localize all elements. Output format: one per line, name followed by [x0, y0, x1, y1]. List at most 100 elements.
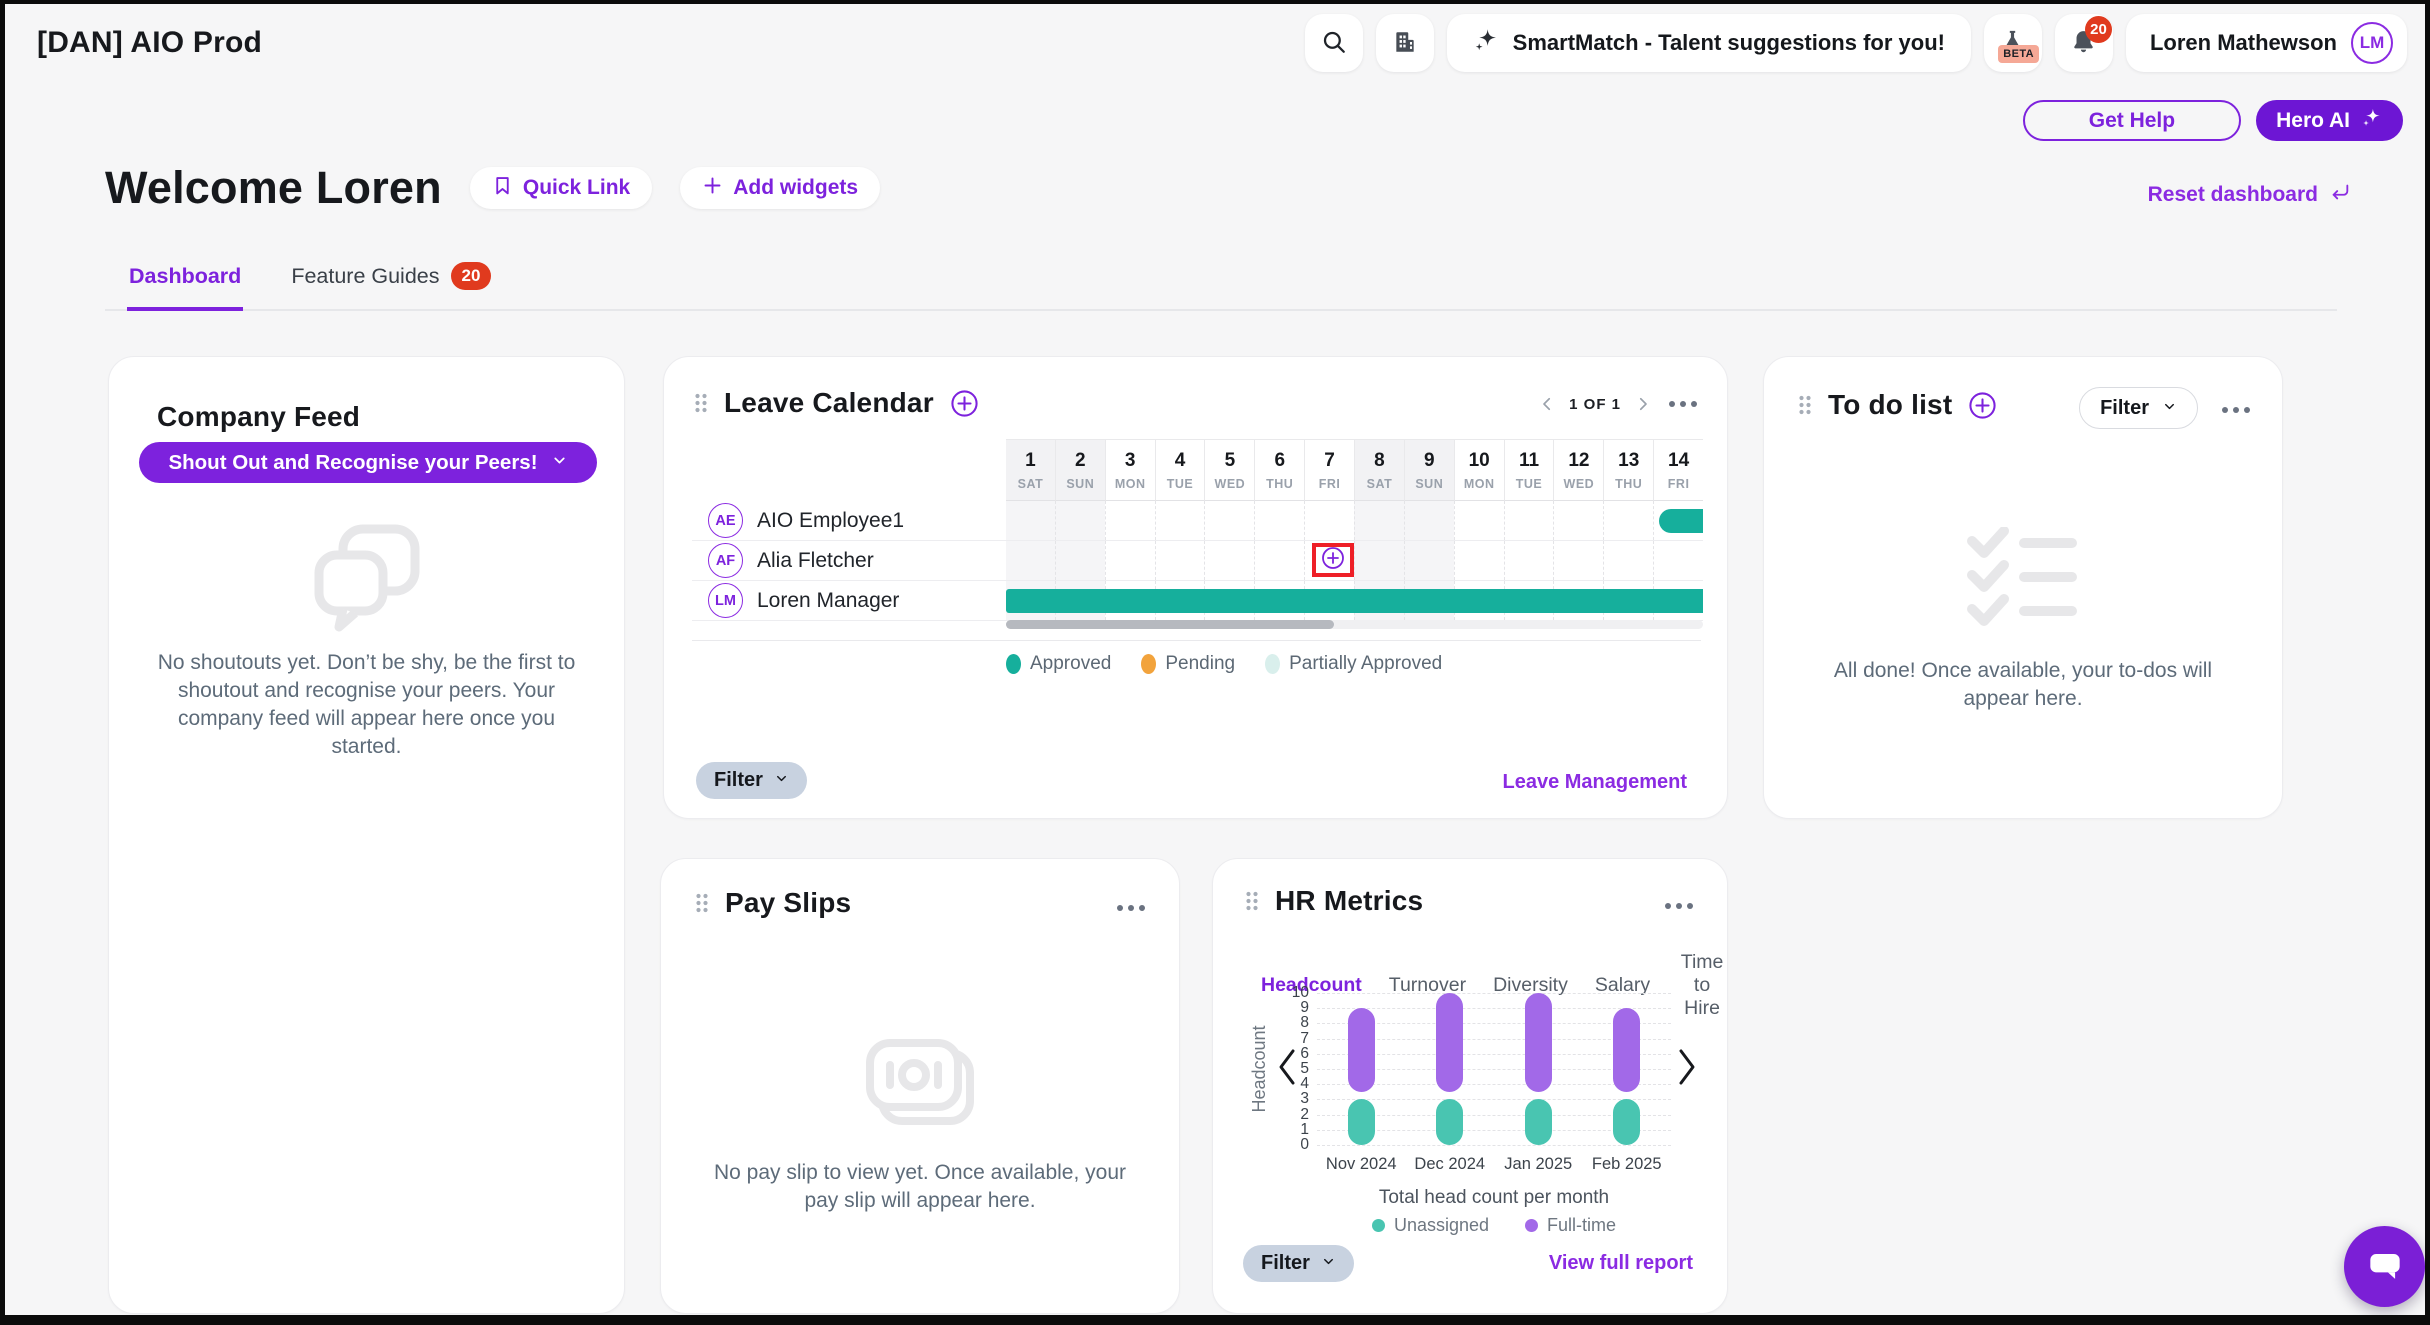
- calendar-cell[interactable]: [1304, 541, 1354, 580]
- chat-launcher-button[interactable]: [2344, 1226, 2425, 1307]
- day-number: 4: [1174, 449, 1186, 471]
- user-avatar: LM: [2351, 22, 2393, 64]
- calendar-cell[interactable]: [1603, 501, 1653, 540]
- quick-link-button[interactable]: Quick Link: [469, 167, 653, 209]
- widget-menu-icon[interactable]: [1665, 397, 1701, 411]
- sparkle-icon: [1473, 27, 1500, 60]
- view-full-report-link[interactable]: View full report: [1543, 1251, 1699, 1276]
- widget-menu-icon[interactable]: [1113, 901, 1149, 915]
- calendar-cell[interactable]: [1104, 541, 1155, 580]
- calendar-cell[interactable]: [1054, 541, 1105, 580]
- chart-legend: Unassigned Full-time: [1317, 1215, 1671, 1236]
- todo-filter-button[interactable]: Filter: [2079, 387, 2198, 429]
- calendar-cell[interactable]: [1603, 541, 1653, 580]
- get-help-button[interactable]: Get Help: [2022, 100, 2242, 141]
- notifications-button[interactable]: 20: [2054, 14, 2113, 72]
- leave-filter-button[interactable]: Filter: [696, 762, 807, 799]
- quick-link-label: Quick Link: [522, 176, 631, 199]
- calendar-cell[interactable]: [1006, 541, 1055, 580]
- calendar-cell[interactable]: [1204, 501, 1254, 540]
- calendar-cell[interactable]: [1453, 541, 1504, 580]
- search-icon: [1321, 29, 1347, 58]
- calendar-cell[interactable]: [1254, 501, 1304, 540]
- smartmatch-label: SmartMatch - Talent suggestions for you!: [1512, 30, 1945, 55]
- chart-y-tick: 9: [1300, 999, 1309, 1017]
- beta-labs-button[interactable]: BETA: [1983, 14, 2042, 72]
- add-leave-button[interactable]: [1311, 543, 1354, 577]
- calendar-cell[interactable]: [1354, 501, 1404, 540]
- tab-dashboard[interactable]: Dashboard: [127, 256, 244, 311]
- tab-dashboard-label: Dashboard: [129, 263, 242, 288]
- hero-ai-button[interactable]: Hero AI: [2256, 100, 2403, 141]
- chart-gridline: [1317, 1099, 1671, 1101]
- prev-page-icon[interactable]: [1538, 395, 1556, 413]
- calendar-cell[interactable]: [1054, 501, 1105, 540]
- drag-handle-icon[interactable]: [694, 392, 708, 414]
- calendar-cell[interactable]: [1304, 501, 1354, 540]
- org-directory-button[interactable]: [1375, 14, 1434, 72]
- profile-button[interactable]: Loren Mathewson LM: [2125, 14, 2407, 72]
- add-widgets-button[interactable]: Add widgets: [680, 167, 881, 209]
- hr-tab-turnover[interactable]: Turnover: [1389, 951, 1466, 1020]
- widget-menu-icon[interactable]: [2218, 403, 2254, 417]
- welcome-row: Welcome Loren Quick Link Add widgets: [105, 162, 881, 214]
- calendar-day-header: 7 FRI: [1304, 439, 1355, 501]
- drag-handle-icon[interactable]: [695, 892, 709, 914]
- app-title: [DAN] AIO Prod: [37, 26, 263, 59]
- calendar-day-header: 13 THU: [1603, 439, 1654, 501]
- chat-bubble-icon: [2363, 1243, 2407, 1290]
- scrollbar-thumb[interactable]: [1006, 620, 1334, 629]
- todo-empty-text: All done! Once available, your to-dos wi…: [1833, 659, 2213, 710]
- calendar-cell[interactable]: [1653, 541, 1703, 580]
- calendar-cell[interactable]: [1254, 541, 1304, 580]
- hr-tab-time-to-hire[interactable]: Time to Hire: [1677, 951, 1727, 1020]
- leave-bar[interactable]: [1006, 588, 1703, 613]
- calendar-cell[interactable]: [1154, 501, 1205, 540]
- calendar-cell[interactable]: [1553, 541, 1603, 580]
- calendar-cell[interactable]: [1403, 541, 1454, 580]
- chart-x-tick: Dec 2024: [1414, 1155, 1486, 1173]
- calendar-cell[interactable]: [1154, 541, 1205, 580]
- calendar-cell[interactable]: [1453, 501, 1504, 540]
- calendar-day-header: 5 WED: [1204, 439, 1255, 501]
- calendar-cell[interactable]: [1104, 501, 1155, 540]
- tab-feature-guides-label: Feature Guides: [291, 263, 440, 288]
- chart-y-tick: 3: [1300, 1090, 1309, 1108]
- leave-management-link[interactable]: Leave Management: [1496, 770, 1693, 795]
- next-page-icon[interactable]: [1634, 395, 1652, 413]
- chart-prev-icon[interactable]: [1275, 1047, 1299, 1087]
- chart-next-icon[interactable]: [1675, 1047, 1699, 1087]
- calendar-cell[interactable]: [1553, 501, 1603, 540]
- chevron-down-icon: [774, 769, 789, 792]
- calendar-cell[interactable]: [1204, 541, 1254, 580]
- hr-tab-headcount[interactable]: Headcount: [1261, 951, 1362, 1020]
- smartmatch-button[interactable]: SmartMatch - Talent suggestions for you!: [1446, 14, 1971, 72]
- todo-widget: To do list Filter All done! Once availab…: [1763, 356, 2283, 819]
- shoutout-button[interactable]: Shout Out and Recognise your Peers!: [139, 442, 597, 483]
- search-button[interactable]: [1304, 14, 1363, 72]
- hr-filter-button[interactable]: Filter: [1243, 1245, 1354, 1282]
- calendar-cell[interactable]: [1403, 501, 1454, 540]
- calendar-cell[interactable]: [1354, 541, 1404, 580]
- reset-dashboard-link[interactable]: Reset dashboard: [2142, 180, 2357, 210]
- legend-item: Approved: [1006, 653, 1111, 675]
- calendar-cell[interactable]: [1006, 501, 1055, 540]
- calendar-cell[interactable]: [1503, 541, 1554, 580]
- page-indicator: 1 OF 1: [1569, 395, 1621, 413]
- drag-handle-icon[interactable]: [1798, 394, 1812, 416]
- leave-legend: Approved Pending Partially Approved: [1006, 653, 1442, 675]
- drag-handle-icon[interactable]: [1245, 890, 1259, 912]
- widget-menu-icon[interactable]: [1661, 899, 1697, 913]
- chart-y-tick: 10: [1291, 984, 1309, 1001]
- tab-feature-guides[interactable]: Feature Guides 20: [289, 256, 493, 311]
- calendar-cell[interactable]: [1653, 501, 1703, 540]
- add-todo-icon[interactable]: [1968, 391, 1997, 420]
- hr-tab-diversity[interactable]: Diversity: [1493, 951, 1568, 1020]
- company-feed-widget: Company Feed Shout Out and Recognise you…: [108, 356, 625, 1314]
- leave-calendar-widget: Leave Calendar 1 OF 1 1 SAT 2 SUN 3 MON 4 TUE 5 W…: [663, 356, 1728, 819]
- leave-bar[interactable]: [1659, 508, 1703, 533]
- employee-cell: AE AIO Employee1: [692, 501, 1006, 540]
- calendar-cell[interactable]: [1503, 501, 1554, 540]
- hr-tab-salary[interactable]: Salary: [1595, 951, 1650, 1020]
- add-leave-icon[interactable]: [950, 389, 979, 418]
